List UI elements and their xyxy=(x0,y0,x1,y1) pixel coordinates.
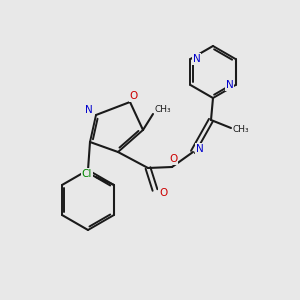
Text: Cl: Cl xyxy=(82,169,92,179)
Text: CH₃: CH₃ xyxy=(233,125,249,134)
Text: O: O xyxy=(159,188,167,198)
Text: N: N xyxy=(196,144,204,154)
Text: CH₃: CH₃ xyxy=(155,106,171,115)
Text: N: N xyxy=(226,80,233,90)
Text: N: N xyxy=(193,54,200,64)
Text: O: O xyxy=(169,154,177,164)
Text: N: N xyxy=(85,105,93,115)
Text: O: O xyxy=(130,91,138,101)
